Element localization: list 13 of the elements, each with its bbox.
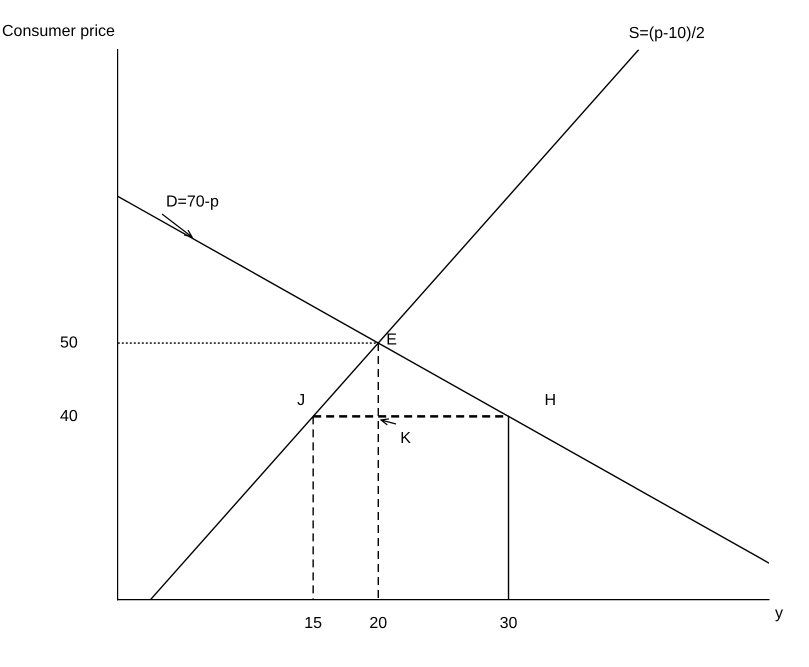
- annotation: E: [386, 331, 397, 348]
- annotation: J: [297, 392, 306, 409]
- annotation: K: [400, 430, 412, 447]
- annotation: D=70-p: [166, 194, 219, 211]
- x-tick-label: 20: [369, 614, 388, 632]
- x-tick-label: 15: [304, 614, 322, 632]
- y-tick-label: 50: [60, 334, 78, 352]
- y-tick-label: 40: [60, 408, 78, 425]
- annotation: S=(p-10)/2: [628, 25, 705, 42]
- annotation: H: [544, 392, 556, 409]
- x-axis-title: y: [775, 605, 783, 622]
- x-tick-label: 30: [500, 614, 518, 632]
- y-axis-title: Consumer price: [2, 23, 116, 40]
